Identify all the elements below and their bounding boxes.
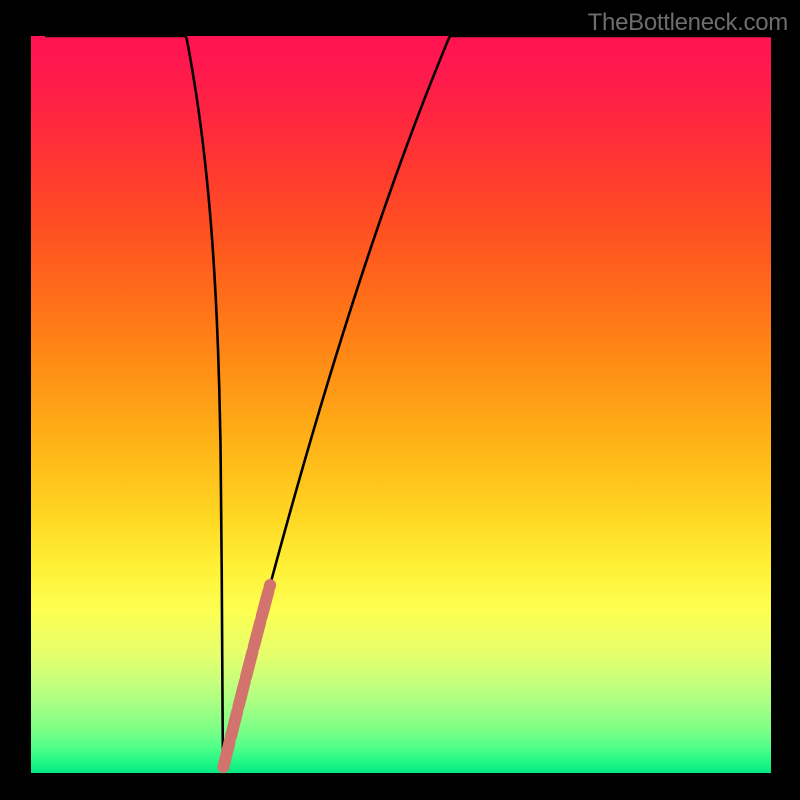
gradient-background bbox=[31, 36, 771, 773]
watermark-text: TheBottleneck.com bbox=[588, 9, 788, 37]
